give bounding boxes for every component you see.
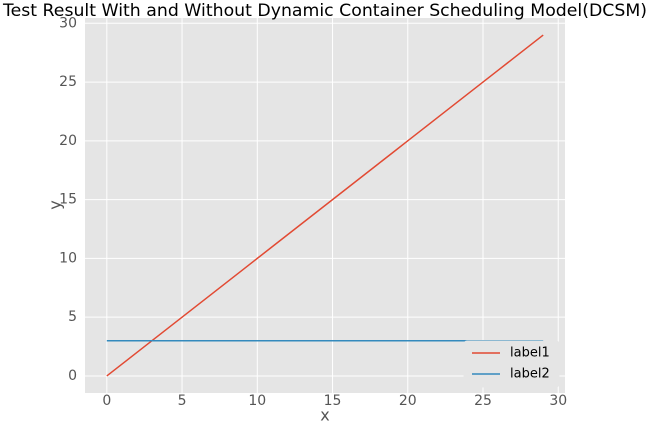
y-tick-label: 0 [68, 368, 77, 384]
x-tick-label: 30 [549, 393, 567, 409]
y-tick-label: 20 [59, 133, 77, 149]
x-tick-label: 20 [399, 393, 417, 409]
x-tick-label: 0 [102, 393, 111, 409]
chart-title: Test Result With and Without Dynamic Con… [2, 1, 647, 21]
y-axis-label: y [46, 200, 65, 209]
x-tick-label: 5 [178, 393, 187, 409]
y-tick-label: 15 [59, 192, 77, 208]
x-tick-label: 15 [324, 393, 342, 409]
y-tick-label: 25 [59, 74, 77, 90]
x-axis-label: x [320, 406, 329, 425]
x-tick-label: 10 [248, 393, 266, 409]
series-line [106, 34, 544, 377]
legend-label: label1 [510, 346, 550, 361]
legend-label: label2 [510, 367, 550, 382]
y-tick-label: 5 [68, 309, 77, 325]
y-tick-label: 30 [59, 15, 77, 31]
y-tick-label: 10 [59, 250, 77, 266]
x-tick-label: 25 [474, 393, 492, 409]
